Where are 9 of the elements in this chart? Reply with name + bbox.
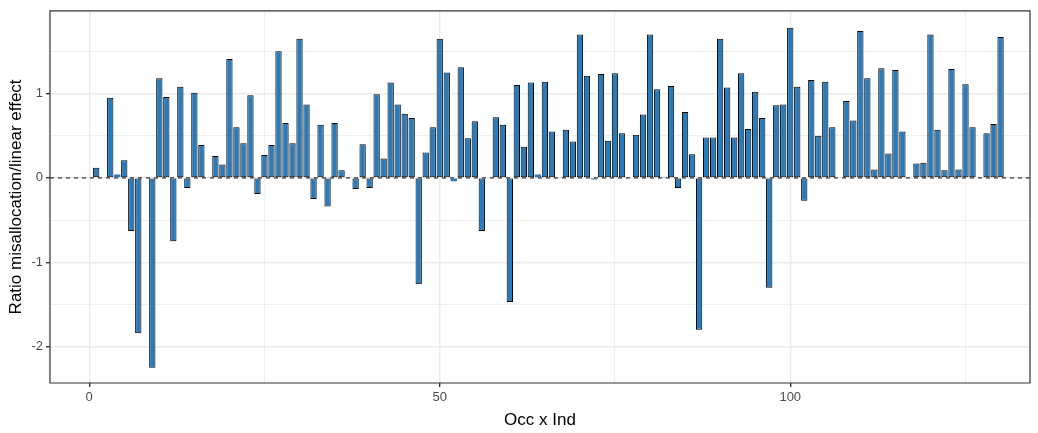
x-tick-label: 0 [85,389,93,405]
x-axis-title: Occ x Ind [504,410,576,430]
x-tick-label: 100 [779,389,802,405]
y-tick-label: -1 [31,253,43,269]
y-tick-label: 1 [35,85,43,101]
y-tick-label: -2 [31,338,43,354]
x-tick-label: 50 [432,389,447,405]
y-axis-title: Ratio misallocation/linear effect [5,79,25,315]
y-tick-label: 0 [35,169,43,185]
